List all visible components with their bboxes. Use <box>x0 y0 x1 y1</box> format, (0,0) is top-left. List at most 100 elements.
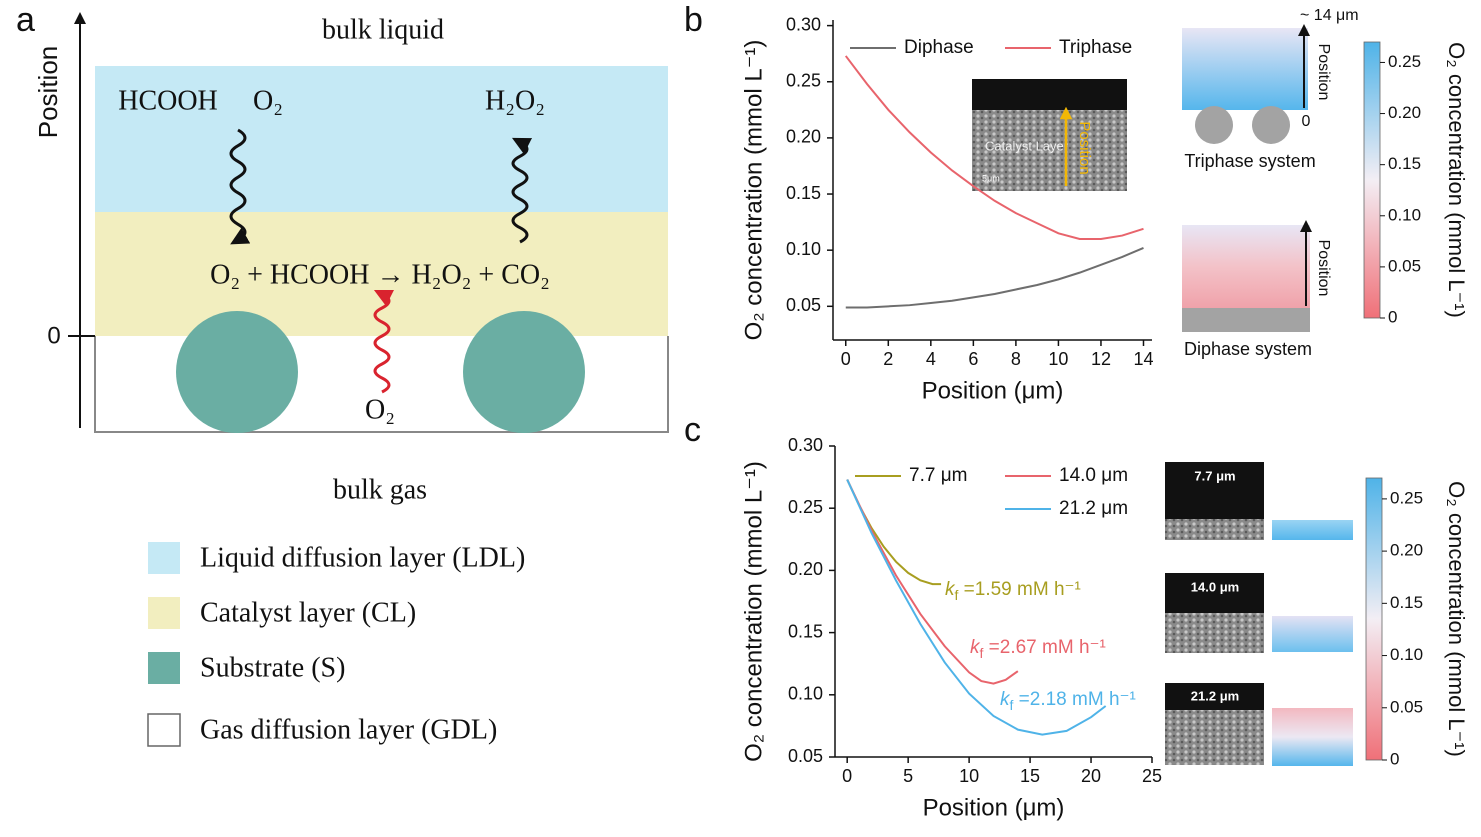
series-line <box>846 479 1019 685</box>
x-tick-label: 15 <box>1020 766 1040 786</box>
y-tick-label: 0.25 <box>786 71 821 91</box>
profile-bar <box>1272 708 1353 766</box>
colorbar <box>1363 41 1381 319</box>
sem-background <box>1165 683 1264 710</box>
inset-label: Catalyst Layer <box>985 138 1069 153</box>
axis-label: Position <box>33 46 63 139</box>
x-axis-label: Position (μm) <box>922 377 1064 404</box>
panel-label: a <box>16 1 35 39</box>
x-tick-label: 0 <box>841 349 851 369</box>
triphase-layer <box>1182 28 1308 110</box>
colorbar-tick-label: 0.15 <box>1390 593 1423 612</box>
annotation: kf =1.59 mM h⁻¹ <box>945 579 1081 603</box>
diphase-layer <box>1182 225 1310 308</box>
ldl-layer <box>95 66 668 212</box>
sem-background <box>1165 462 1264 519</box>
colorbar-tick-label: 0 <box>1388 307 1397 326</box>
substrate-particle <box>463 311 585 433</box>
x-tick-label: 20 <box>1081 766 1101 786</box>
system-label: Diphase system <box>1184 339 1312 359</box>
image-label: 14.0 μm <box>1191 579 1239 594</box>
y-tick-label: 0.30 <box>786 14 821 34</box>
legend-swatch <box>147 713 181 747</box>
colorbar-tick-label: 0.05 <box>1388 256 1421 275</box>
thickness-images: 7.7 μm 14.0 μm 21.2 μm <box>1165 462 1353 766</box>
legend-label: Triphase <box>1059 37 1132 58</box>
system-label: Triphase system <box>1184 151 1315 171</box>
colorbar-tick-label: 0.10 <box>1390 645 1423 664</box>
reaction: O₂ + HCOOH → H₂O₂ + CO₂ <box>210 259 550 290</box>
legend-label: 7.7 μm <box>909 465 967 486</box>
y-axis-label: O₂ concentration (mmol L⁻¹) <box>740 461 767 762</box>
image-label: 21.2 μm <box>1191 688 1239 703</box>
annotation: kf =2.67 mM h⁻¹ <box>970 637 1106 661</box>
zero-label: 0 <box>47 322 60 349</box>
x-tick-label: 25 <box>1142 766 1162 786</box>
colorbar-tick-label: 0.20 <box>1390 541 1423 560</box>
substrate-particle <box>1252 106 1290 144</box>
legend-label: Substrate (S) <box>200 652 345 683</box>
series-line <box>845 247 1144 309</box>
position-label: Position <box>1315 44 1332 101</box>
x-tick-label: 12 <box>1091 349 1111 369</box>
legend-label: 14.0 μm <box>1059 465 1128 486</box>
cl-layer <box>95 212 668 336</box>
x-tick-label: 14 <box>1133 349 1153 369</box>
y-axis-label: O₂ concentration (mmol L⁻¹) <box>740 40 767 341</box>
species: O₂ <box>253 85 283 116</box>
species: O₂ <box>365 394 395 425</box>
legend-label: 21.2 μm <box>1059 498 1128 519</box>
colorbar-tick-label: 0.25 <box>1390 488 1423 507</box>
series-line <box>846 479 942 586</box>
x-tick-label: 0 <box>842 766 852 786</box>
profile-bar <box>1272 520 1353 540</box>
sem-background <box>1165 573 1264 613</box>
substrate-particle <box>176 311 298 433</box>
bulk-liquid: bulk liquid <box>322 14 444 45</box>
y-tick-label: 0.25 <box>788 497 823 517</box>
scale-label: 5μm <box>982 173 1000 183</box>
colorbar-tick-label: 0 <box>1390 749 1399 768</box>
y-tick-label: 0.10 <box>786 239 821 259</box>
x-tick-label: 4 <box>926 349 936 369</box>
colorbar-label: O₂ concentration (mmol L⁻¹) <box>1444 42 1469 318</box>
y-tick-label: 0.10 <box>788 684 823 704</box>
diffusion-arrow <box>229 128 251 245</box>
legend-label: Gas diffusion layer (GDL) <box>200 714 497 745</box>
x-tick-label: 6 <box>968 349 978 369</box>
y-tick-label: 0.15 <box>786 183 821 203</box>
series-line <box>844 55 1144 240</box>
series-line <box>846 479 1107 736</box>
image-label: 7.7 μm <box>1194 468 1235 483</box>
gdl-outline <box>94 336 669 433</box>
diffusion-arrow <box>373 289 395 394</box>
colorbar-tick-label: 0.20 <box>1388 103 1421 122</box>
colorbar-tick-label: 0.10 <box>1388 205 1421 224</box>
colorbar-tick-label: 0.15 <box>1388 154 1421 173</box>
diffusion-arrow <box>511 137 533 244</box>
legend-label: Catalyst layer (CL) <box>200 597 416 628</box>
legend-label: Liquid diffusion layer (LDL) <box>200 542 525 573</box>
substrate-particle <box>1195 106 1233 144</box>
x-axis-label: Position (μm) <box>923 794 1065 821</box>
colorbar-tick-label: 0.05 <box>1390 697 1423 716</box>
thickness-label: ~ 14 μm <box>1300 7 1359 24</box>
diagram: Position 0 bulk liquid HCOOH O₂ H₂O₂ O₂ … <box>33 12 669 505</box>
y-tick-label: 0.15 <box>788 621 823 641</box>
colorbar <box>1365 477 1383 761</box>
x-tick-label: 2 <box>883 349 893 369</box>
panel-label: c <box>684 411 701 449</box>
colorbar-tick-label: 0.25 <box>1388 52 1421 71</box>
y-tick-label: 0.05 <box>788 746 823 766</box>
zero-label: 0 <box>1302 113 1311 130</box>
legend-swatch <box>148 542 180 574</box>
y-tick-label: 0.20 <box>786 127 821 147</box>
x-tick-label: 8 <box>1011 349 1021 369</box>
x-tick-label: 10 <box>1048 349 1068 369</box>
x-tick-label: 10 <box>959 766 979 786</box>
diphase-substrate <box>1182 308 1310 332</box>
y-tick-label: 0.05 <box>786 295 821 315</box>
legend-swatch <box>148 597 180 629</box>
y-tick-label: 0.20 <box>788 559 823 579</box>
inset-arrow-label: Position <box>1076 121 1093 174</box>
